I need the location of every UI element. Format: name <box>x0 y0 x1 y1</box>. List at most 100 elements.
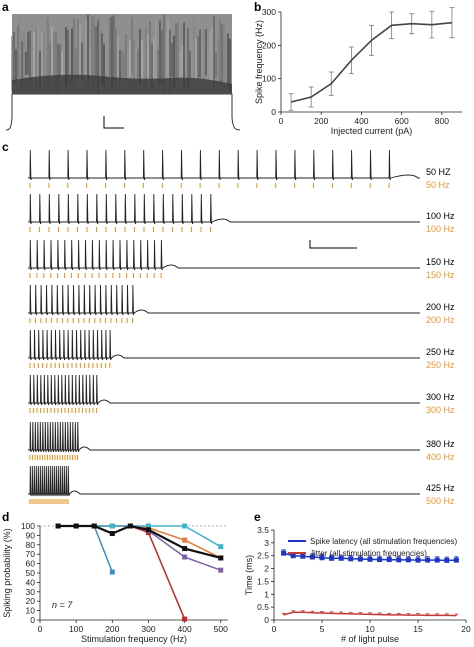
c-stim-label: 400 Hz <box>426 452 455 462</box>
c-trace <box>28 465 420 497</box>
c-trace-label: 150 Hz <box>426 257 455 267</box>
d-series-marker <box>182 554 188 560</box>
e-series-marker <box>415 557 421 563</box>
d-series-marker <box>182 537 188 543</box>
panel-a-spike-lines <box>11 14 232 94</box>
d-y-tick-label: 50 <box>26 568 36 578</box>
e-series-line <box>283 611 457 617</box>
b-y-tick-label: 300 <box>262 7 276 17</box>
e-x-tick-label: 0 <box>272 624 277 634</box>
c-trace-label: 200 Hz <box>426 302 455 312</box>
d-x-tick-label: 300 <box>141 624 155 634</box>
d-x-tick-label: 500 <box>214 624 228 634</box>
c-trace <box>28 284 420 316</box>
d-series-marker <box>218 555 224 561</box>
d-y-tick-label: 20 <box>26 596 36 606</box>
d-y-label: Spiking probability (%) <box>2 528 12 618</box>
e-series-marker <box>444 557 450 563</box>
c-trace <box>28 193 420 225</box>
e-y-tick-label: 1.5 <box>257 576 269 586</box>
d-y-tick-label: 70 <box>26 549 36 559</box>
b-y-label: Spike frequency (Hz) <box>254 20 264 104</box>
e-series-marker <box>367 556 373 562</box>
d-series-marker <box>145 523 151 529</box>
c-stim-label: 250 Hz <box>426 360 455 370</box>
panel-a-traces <box>5 14 241 131</box>
e-series-marker <box>348 556 354 562</box>
b-y-tick-label: 200 <box>262 40 276 50</box>
e-x-tick-label: 10 <box>365 624 375 634</box>
d-y-tick-label: 90 <box>26 530 36 540</box>
d-series-marker <box>109 523 115 529</box>
c-trace-label: 250 Hz <box>426 347 455 357</box>
d-series-line <box>58 525 114 573</box>
b-series-line <box>290 21 453 103</box>
panel-e-chart: 0 0.5 1 1.5 2 2.5 3 3.5 0 5 10 15 20 # of light pulse… <box>244 525 471 644</box>
e-series-marker <box>377 557 383 563</box>
e-x-tick-label: 15 <box>413 624 423 634</box>
d-y-tick-label: 60 <box>26 559 36 569</box>
c-stim-label: 500 Hz <box>426 496 455 506</box>
d-y-tick-label: 40 <box>26 577 36 587</box>
d-series-marker <box>182 523 188 529</box>
b-y-tick-label: 0 <box>271 107 276 117</box>
e-series-marker <box>338 555 344 561</box>
d-x-tick-label: 400 <box>178 624 192 634</box>
e-series-marker <box>386 557 392 563</box>
c-trace-label: 50 HZ <box>426 167 451 177</box>
c-trace <box>28 421 420 453</box>
c-stim-label: 150 Hz <box>426 270 455 280</box>
d-series-marker <box>182 546 188 552</box>
panel-b-chart: 0 100 200 300 0 200 400 600 800 Injected current … <box>254 7 462 136</box>
panel-label-a: a <box>2 0 9 14</box>
b-x-tick-label: 400 <box>354 116 368 126</box>
c-scalebar <box>309 240 357 249</box>
e-series-marker <box>405 557 411 563</box>
c-trace <box>28 374 420 406</box>
d-series-line <box>58 525 186 620</box>
panel-label-e: e <box>254 510 261 524</box>
e-legend-label: Jitter (all stimulation frequencies) <box>310 549 427 558</box>
e-legend-label: Spike latency (all stimulation frequenci… <box>310 537 458 546</box>
panel-c-traces: 50 HZ 50 Hz 100 Hz 100 Hz 150 Hz 150 Hz 200 Hz… <box>28 149 455 506</box>
e-series-marker <box>434 557 440 563</box>
d-series-marker <box>109 531 115 537</box>
e-y-tick-label: 2.5 <box>257 551 269 561</box>
panel-label-d: d <box>2 510 9 524</box>
e-series-marker <box>290 553 296 559</box>
d-x-tick-label: 0 <box>38 624 43 634</box>
b-x-label: Injected current (pA) <box>331 126 413 136</box>
e-y-tick-label: 1 <box>264 589 269 599</box>
c-trace <box>28 239 420 271</box>
e-x-tick-label: 20 <box>461 624 471 634</box>
d-series-marker <box>218 567 224 573</box>
d-y-tick-label: 80 <box>26 540 36 550</box>
c-trace-label: 100 Hz <box>426 211 455 221</box>
e-y-tick-label: 3.5 <box>257 525 269 535</box>
c-stim-label: 300 Hz <box>426 405 455 415</box>
panel-label-b: b <box>254 0 261 14</box>
e-series-marker <box>357 556 363 562</box>
c-stim-label: 200 Hz <box>426 315 455 325</box>
e-series-marker <box>396 557 402 563</box>
b-x-tick-label: 0 <box>279 116 284 126</box>
d-annotation: n = 7 <box>52 600 73 610</box>
c-trace-label: 380 Hz <box>426 439 455 449</box>
e-x-label: # of light pulse <box>341 634 399 644</box>
e-series-marker <box>425 557 431 563</box>
panel-label-c: c <box>2 140 9 154</box>
panel-a-dark-band <box>12 74 232 94</box>
e-series-marker <box>319 555 325 561</box>
d-x-tick-label: 200 <box>105 624 119 634</box>
e-y-tick-label: 0 <box>264 615 269 625</box>
c-stim-label: 100 Hz <box>426 224 455 234</box>
e-y-tick-label: 0.5 <box>257 602 269 612</box>
d-series-marker <box>145 527 151 533</box>
e-x-tick-label: 5 <box>320 624 325 634</box>
e-series-marker <box>281 550 287 556</box>
c-trace <box>28 149 420 181</box>
e-series-marker <box>453 557 459 563</box>
e-y-tick-label: 3 <box>264 538 269 548</box>
